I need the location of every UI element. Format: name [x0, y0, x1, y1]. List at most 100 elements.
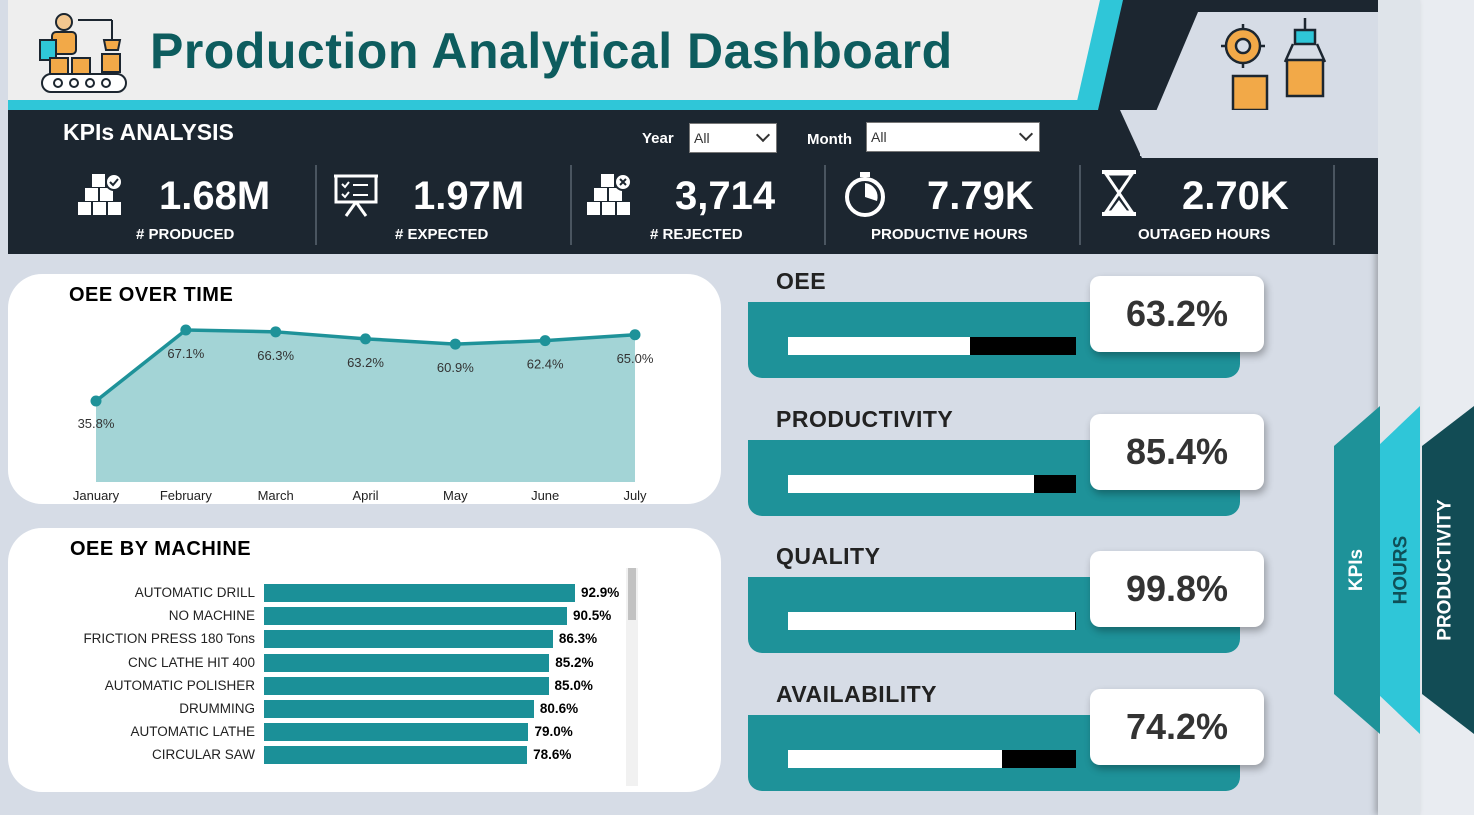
kpi-card-productive-hours: 7.79K PRODUCTIVE HOURS [827, 160, 1080, 246]
nav-tabs [1334, 406, 1474, 734]
data-point[interactable] [539, 335, 551, 347]
metric-title: OEE [776, 268, 827, 294]
data-point[interactable] [629, 329, 641, 341]
tab-kpis[interactable]: KPIs [1334, 440, 1380, 700]
machine-bar[interactable] [264, 723, 529, 742]
metric-progress-track [788, 749, 1076, 768]
data-label: 35.8% [78, 416, 115, 431]
data-point[interactable] [360, 333, 371, 345]
boxes-x-icon [587, 173, 632, 215]
tab-kpis-label: KPIs [1346, 548, 1367, 592]
tab-productivity-shape[interactable] [1422, 406, 1474, 734]
machine-label: FRICTION PRESS 180 Tons [83, 631, 255, 647]
kpi-value: 1.68M [159, 174, 271, 218]
metric-band [748, 577, 1240, 653]
metric-band [748, 439, 1240, 516]
kpi-divider [1079, 165, 1081, 245]
machine-value: 80.6% [539, 701, 579, 716]
oee-over-time-title: OEE OVER TIME [69, 284, 234, 306]
scrollbar-thumb[interactable] [628, 568, 636, 620]
tab-productivity-label: PRODUCTIVITY [1435, 499, 1457, 641]
machine-label: AUTOMATIC DRILL [134, 585, 255, 600]
kpi-divider [315, 165, 317, 245]
kpi-value: 7.79K [927, 174, 1034, 218]
kpi-divider [824, 165, 826, 245]
stopwatch-icon [845, 172, 885, 217]
presentation-board-icon [334, 174, 378, 217]
oee-over-time-panel: OEE OVER TIME 35.8% January 67.1% February 6… [8, 274, 721, 504]
metric-progress-track [788, 337, 1076, 355]
machine-label: DRUMMING [179, 701, 255, 716]
data-point[interactable] [180, 324, 192, 336]
year-value: All [694, 130, 710, 146]
scrollbar-track[interactable] [626, 568, 638, 786]
kpi-divider [570, 165, 572, 245]
oee-by-machine-chart: AUTOMATIC DRILL 92.9% NO MACHINE 90.5% FRICT… [8, 528, 721, 792]
data-label: 66.3% [257, 348, 294, 363]
metric-progress-track [788, 474, 1076, 493]
data-label: 62.4% [527, 357, 564, 372]
month-label: Month [807, 131, 852, 148]
x-tick-label: April [352, 488, 378, 503]
machine-value: 86.3% [558, 631, 598, 647]
kpi-card-produced: 1.68M # PRODUCED [64, 160, 317, 246]
machine-bar[interactable] [264, 630, 553, 649]
metric-progress-track [788, 612, 1076, 630]
metric-progress-fill [788, 749, 1002, 768]
machine-bar[interactable] [264, 746, 528, 765]
month-dropdown[interactable]: All [866, 122, 1040, 152]
oee-by-machine-panel: OEE BY MACHINE AUTOMATIC DRILL 92.9% NO MA… [8, 528, 721, 792]
machine-bar[interactable] [264, 676, 549, 695]
machine-label: NO MACHINE [168, 608, 255, 624]
boxes-check-icon [78, 173, 123, 215]
machine-value: 79.0% [534, 724, 573, 740]
data-label: 65.0% [617, 351, 654, 366]
kpi-label: OUTAGED HOURS [1138, 226, 1271, 243]
oee-over-time-chart: 35.8% January 67.1% February 66.3% March 63.2%… [73, 324, 654, 503]
year-dropdown[interactable]: All [689, 123, 777, 153]
x-tick-label: February [160, 488, 213, 503]
machine-bar[interactable] [264, 700, 534, 718]
data-point[interactable] [90, 395, 102, 407]
x-tick-label: March [258, 488, 294, 503]
kpi-label: # PRODUCED [136, 226, 235, 243]
machine-bar[interactable] [264, 607, 567, 626]
machine-value: 90.5% [572, 608, 612, 624]
tab-kpis-shape[interactable] [1334, 406, 1380, 734]
hourglass-icon [1102, 170, 1136, 216]
metric-band [748, 302, 1240, 378]
metric-progress-fill [788, 337, 971, 355]
machine-bar[interactable] [264, 653, 550, 672]
data-label: 67.1% [167, 346, 204, 361]
metric-title: PRODUCTIVITY [776, 405, 954, 432]
kpi-card-outaged-hours: 2.70K OUTAGED HOURS [1082, 160, 1335, 246]
machine-bar[interactable] [264, 584, 575, 602]
machine-label: CIRCULAR SAW [151, 747, 255, 763]
oee-by-machine-title: OEE BY MACHINE [70, 538, 252, 560]
area-fill [96, 330, 635, 482]
kpi-card-expected: 1.97M # EXPECTED [318, 160, 571, 246]
tab-hours[interactable]: HOURS [1380, 440, 1422, 700]
x-tick-label: June [531, 488, 559, 503]
machine-value: 78.6% [533, 747, 572, 763]
kpi-label: PRODUCTIVE HOURS [871, 226, 1028, 243]
machine-value: 92.9% [581, 585, 620, 600]
machine-label: CNC LATHE HIT 400 [127, 654, 255, 670]
kpi-card-rejected: 3,714 # REJECTED [573, 160, 826, 246]
data-point[interactable] [449, 338, 461, 350]
tab-hours-shape[interactable] [1378, 406, 1420, 734]
tab-productivity[interactable]: PRODUCTIVITY [1422, 440, 1470, 700]
metric-value: 74.2% [1090, 688, 1264, 765]
kpi-bar-cutout [1140, 110, 1378, 156]
kpi-value: 2.70K [1182, 174, 1289, 218]
kpi-value: 1.97M [413, 174, 525, 218]
chevron-down-icon [1018, 126, 1034, 142]
kpi-divider [1333, 165, 1335, 245]
metric-value: 63.2% [1090, 276, 1264, 352]
kpi-label: # EXPECTED [395, 226, 489, 243]
machine-value: 85.0% [554, 677, 593, 693]
data-point[interactable] [270, 326, 282, 338]
x-tick-label: January [73, 488, 120, 503]
metric-progress-fill [788, 612, 1076, 630]
data-label: 60.9% [437, 360, 474, 375]
